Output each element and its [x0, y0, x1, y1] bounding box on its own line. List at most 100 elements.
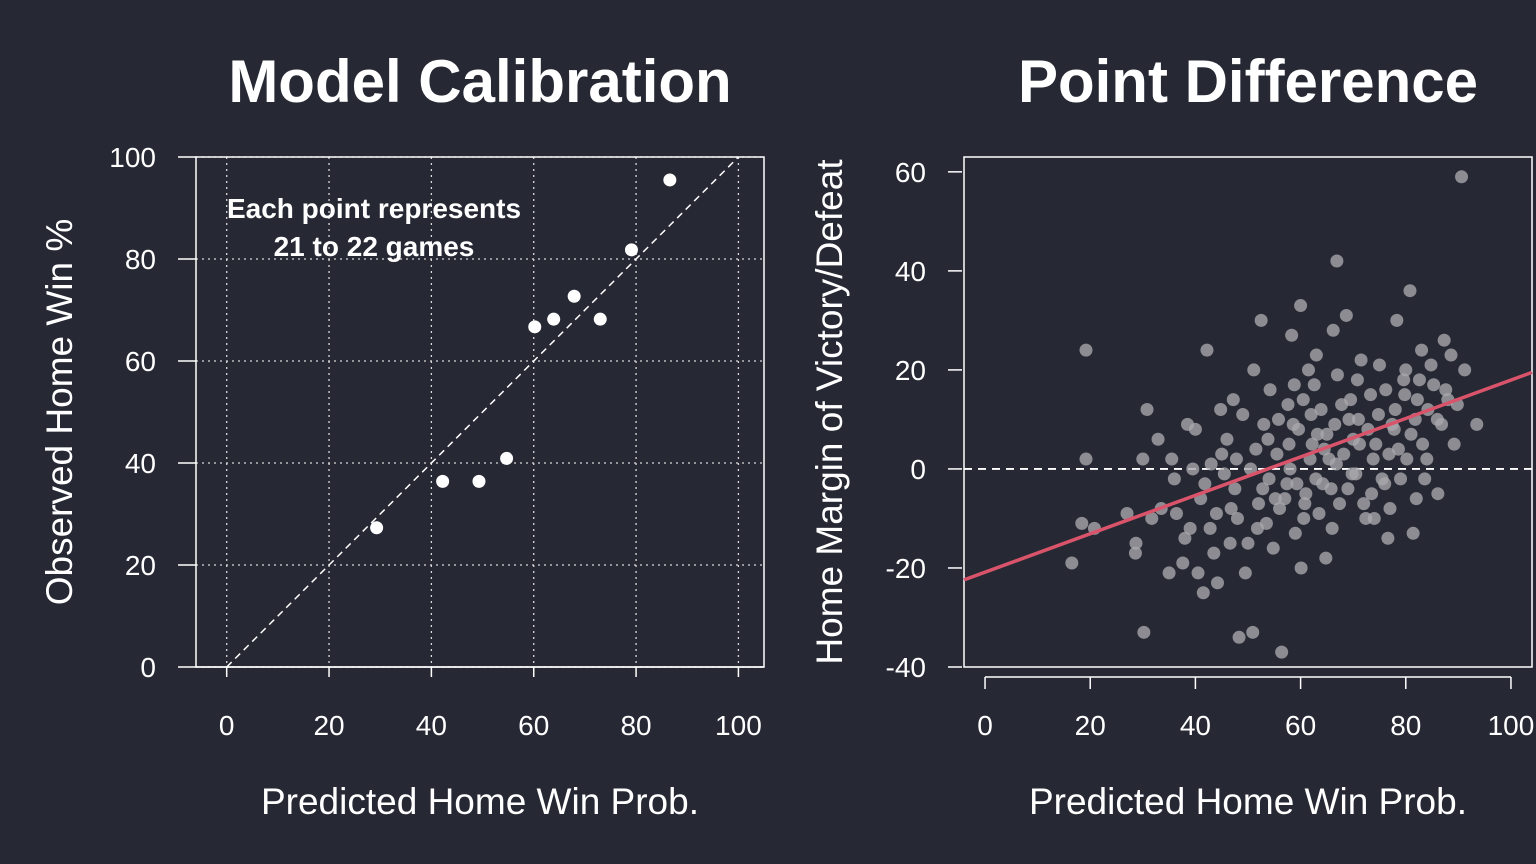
point-difference-point — [1342, 412, 1356, 426]
calibration-axes: 0 20 40 60 80 100 0 20 40 60 80 100 — [109, 142, 764, 741]
point-difference-point — [1262, 472, 1276, 486]
point-difference-point — [1439, 383, 1453, 397]
point-difference-point — [1305, 437, 1319, 451]
point-difference-point — [1285, 328, 1299, 342]
calibration-point — [436, 474, 450, 488]
point-difference-point — [1367, 511, 1381, 525]
point-difference-point — [1390, 313, 1404, 327]
point-difference-y-tick-label: 60 — [895, 157, 926, 188]
point-difference-point — [1314, 403, 1328, 417]
point-difference-x-tick-label: 20 — [1075, 710, 1106, 741]
calibration-point — [500, 451, 514, 465]
point-difference-point — [1299, 487, 1313, 501]
point-difference-point — [1270, 447, 1284, 461]
point-difference-point — [1196, 586, 1210, 600]
point-difference-point — [1229, 452, 1243, 466]
calibration-reference-line — [226, 156, 739, 668]
point-difference-point — [1210, 576, 1224, 590]
point-difference-point — [1165, 452, 1179, 466]
calibration-point — [547, 312, 561, 326]
point-difference-point — [1394, 472, 1408, 486]
calibration-y-tick-label: 0 — [140, 652, 156, 683]
point-difference-point — [1372, 358, 1386, 372]
calibration-panel: Model Calibration 0 20 40 60 80 100 0 20 40 60 80 1… — [39, 48, 765, 822]
point-difference-point — [1301, 363, 1315, 377]
point-difference-point — [1447, 437, 1461, 451]
point-difference-point — [1129, 536, 1143, 550]
point-difference-point — [1215, 447, 1229, 461]
point-difference-point — [1398, 388, 1412, 402]
point-difference-point — [1183, 521, 1197, 535]
point-difference-point — [1415, 343, 1429, 357]
point-difference-title: Point Difference — [1018, 48, 1478, 115]
calibration-y-tick-label: 80 — [125, 244, 156, 275]
point-difference-point — [1341, 482, 1355, 496]
calibration-point — [370, 521, 384, 535]
point-difference-point — [1406, 526, 1420, 540]
point-difference-point — [1431, 487, 1445, 501]
point-difference-point — [1437, 333, 1451, 347]
point-difference-point — [1400, 452, 1414, 466]
calibration-point — [624, 243, 638, 257]
point-difference-point — [1191, 566, 1205, 580]
point-difference-point — [1320, 427, 1334, 441]
point-difference-y-tick-label: -40 — [886, 652, 926, 683]
point-difference-point — [1079, 452, 1093, 466]
point-difference-point — [1220, 432, 1234, 446]
point-difference-point — [1282, 437, 1296, 451]
point-difference-point — [1236, 407, 1250, 421]
point-difference-point — [1272, 412, 1286, 426]
point-difference-point — [1207, 546, 1221, 560]
point-difference-point — [1273, 502, 1287, 516]
point-difference-point — [1232, 630, 1246, 644]
calibration-point — [663, 173, 677, 187]
point-difference-point — [1263, 383, 1277, 397]
point-difference-point — [1351, 412, 1365, 426]
calibration-x-tick-label: 80 — [620, 710, 651, 741]
point-difference-point — [1319, 551, 1333, 565]
point-difference-point — [1261, 432, 1275, 446]
point-difference-point — [1324, 482, 1338, 496]
point-difference-x-tick-label: 80 — [1390, 710, 1421, 741]
point-difference-point — [1366, 452, 1380, 466]
calibration-annotation-line-2: 21 to 22 games — [274, 231, 475, 262]
point-difference-point — [1304, 407, 1318, 421]
calibration-y-tick-label: 40 — [125, 448, 156, 479]
point-difference-point — [1382, 447, 1396, 461]
point-difference-point — [1379, 383, 1393, 397]
point-difference-x-tick-label: 40 — [1180, 710, 1211, 741]
point-difference-point — [1365, 487, 1379, 501]
point-difference-point — [1409, 492, 1423, 506]
point-difference-point — [1226, 393, 1240, 407]
point-difference-point — [1136, 452, 1150, 466]
point-difference-point — [1427, 378, 1441, 392]
point-difference-point — [1294, 299, 1308, 313]
point-difference-point — [1268, 492, 1282, 506]
point-difference-y-axis-label: Home Margin of Victory/Defeat — [809, 159, 850, 665]
point-difference-point — [1250, 521, 1264, 535]
point-difference-point — [1228, 482, 1242, 496]
point-difference-point — [1246, 625, 1260, 639]
point-difference-point — [1307, 378, 1321, 392]
point-difference-point — [1424, 358, 1438, 372]
point-difference-y-tick-label: 40 — [895, 256, 926, 287]
point-difference-point — [1120, 507, 1134, 521]
point-difference-point — [1297, 511, 1311, 525]
point-difference-point — [1403, 284, 1417, 298]
calibration-x-tick-label: 60 — [518, 710, 549, 741]
calibration-x-tick-label: 100 — [715, 710, 762, 741]
point-difference-point — [1287, 378, 1301, 392]
point-difference-point — [1167, 472, 1181, 486]
point-difference-point — [1140, 403, 1154, 417]
point-difference-point — [1357, 497, 1371, 511]
point-difference-point — [1280, 477, 1294, 491]
point-difference-point — [1371, 407, 1385, 421]
point-difference-point — [1162, 566, 1176, 580]
point-difference-point — [1397, 373, 1411, 387]
point-difference-point — [1238, 566, 1252, 580]
point-difference-point — [1186, 462, 1200, 476]
point-difference-point — [1337, 447, 1351, 461]
calibration-y-tick-label: 100 — [109, 142, 156, 173]
point-difference-plot-frame — [963, 156, 1533, 668]
